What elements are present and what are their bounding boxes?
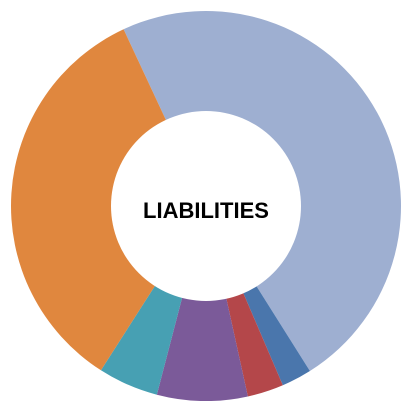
slice <box>123 10 402 372</box>
donut-hole <box>111 111 301 301</box>
slices <box>11 10 402 401</box>
slice <box>100 281 184 395</box>
slice <box>225 288 283 397</box>
slice <box>156 293 248 401</box>
chart-title: LIABILITIES <box>143 198 269 223</box>
slice <box>11 29 168 371</box>
slice <box>241 282 310 386</box>
